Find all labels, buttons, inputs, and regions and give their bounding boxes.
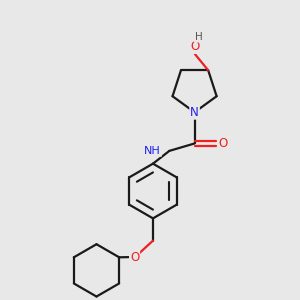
Text: O: O bbox=[219, 137, 228, 150]
Text: O: O bbox=[130, 251, 139, 264]
Text: O: O bbox=[190, 40, 200, 53]
Text: NH: NH bbox=[144, 146, 161, 156]
Text: H: H bbox=[194, 32, 202, 42]
Text: N: N bbox=[190, 106, 199, 119]
